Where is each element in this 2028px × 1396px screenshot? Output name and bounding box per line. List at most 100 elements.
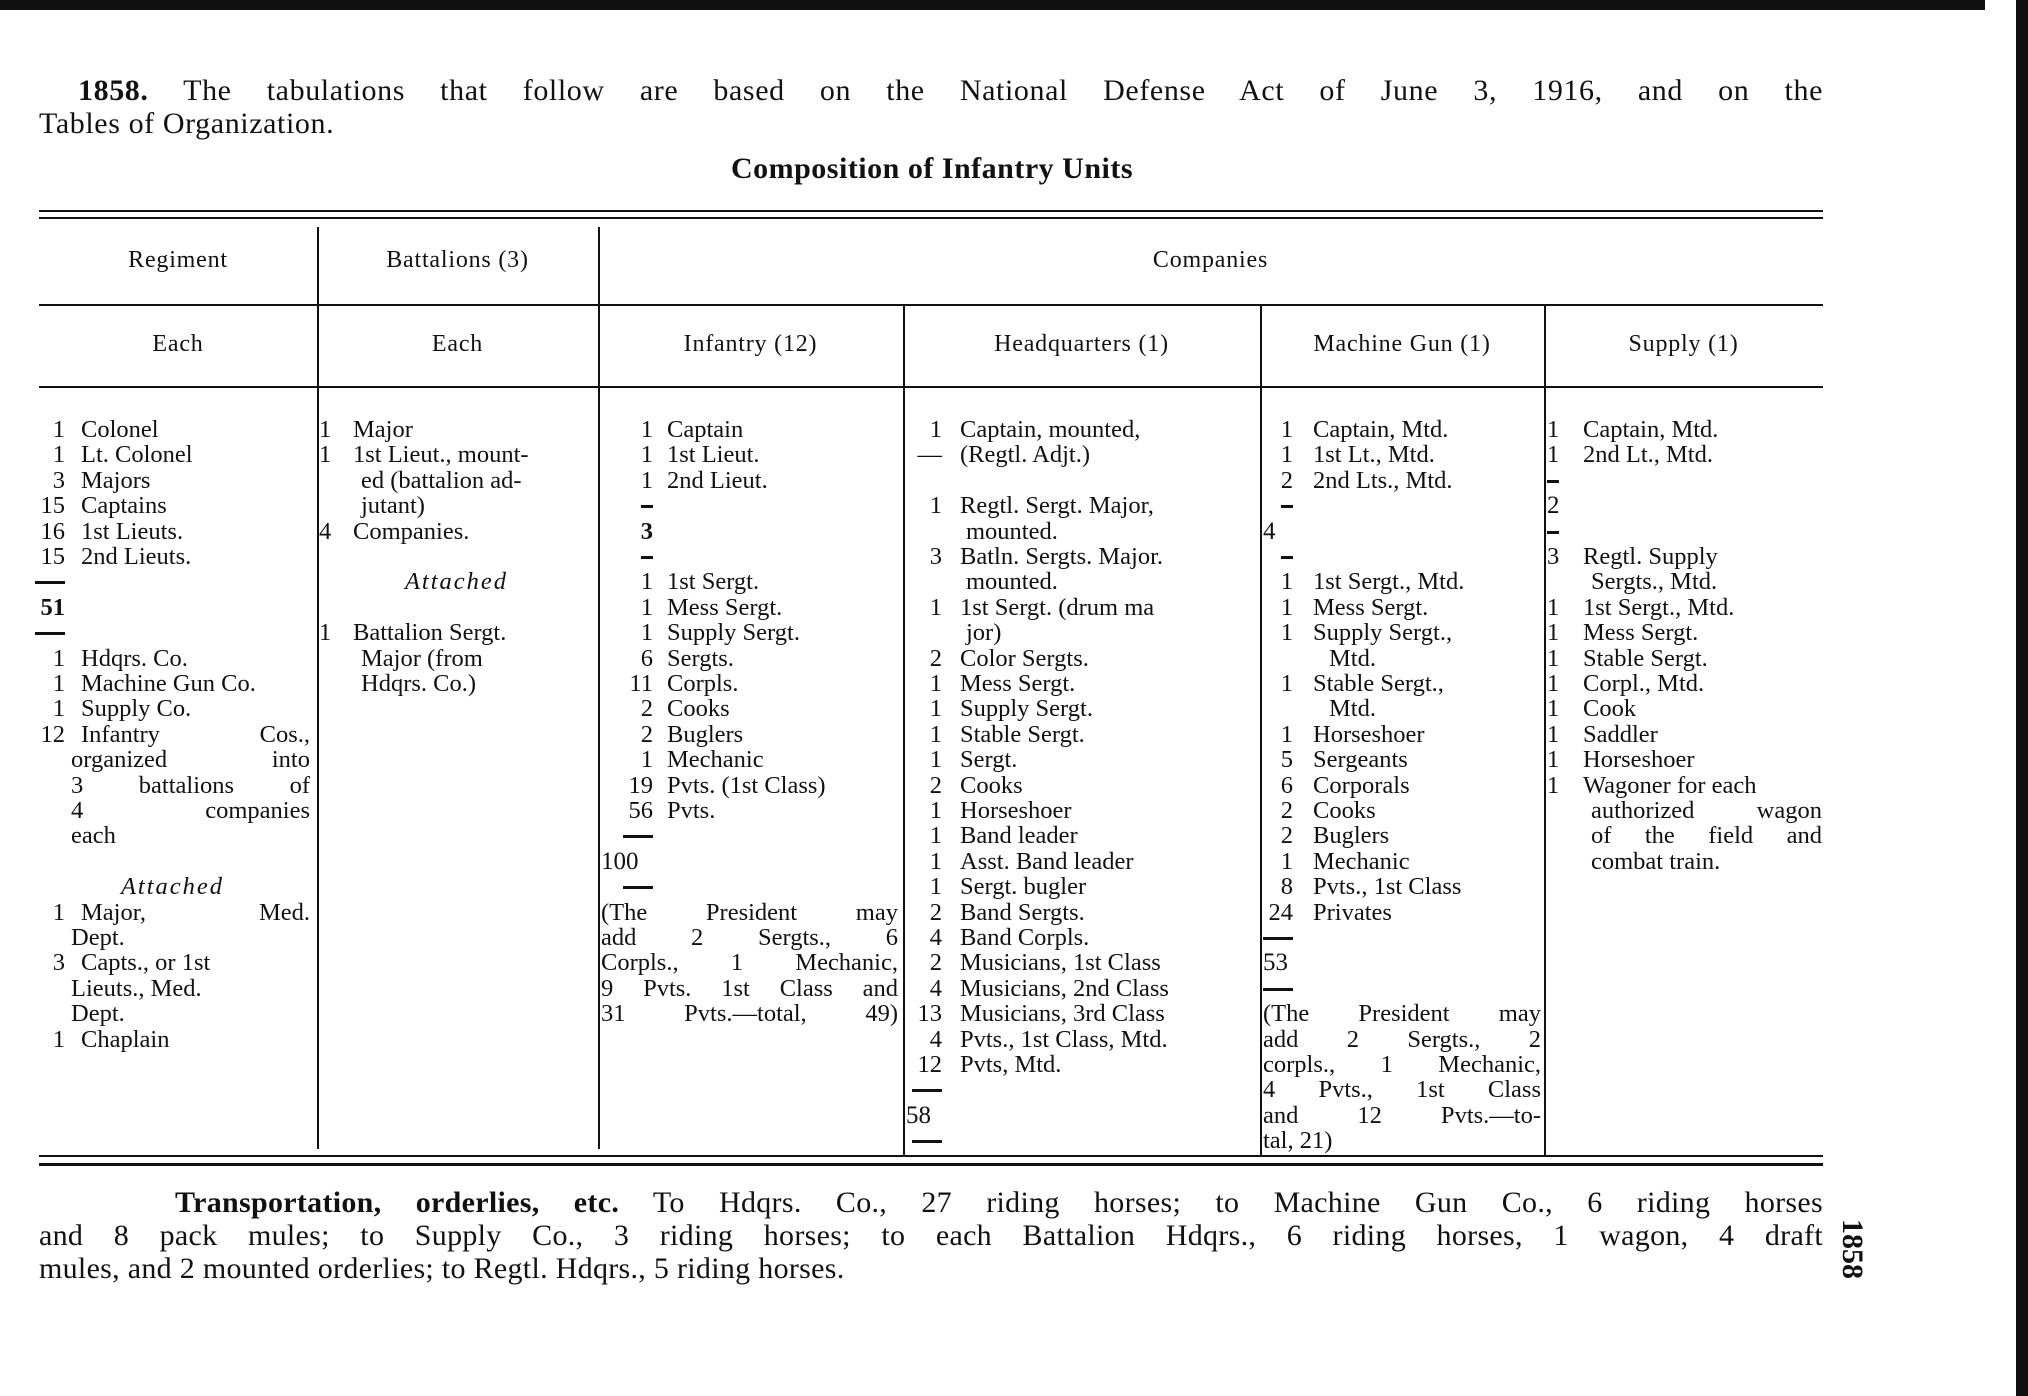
table-line: 1 Captain bbox=[601, 417, 898, 442]
rank-label: Hdqrs. Co. bbox=[81, 644, 188, 672]
table-line: tal, 21) bbox=[1263, 1128, 1541, 1153]
rank-label: Buglers bbox=[667, 720, 744, 748]
table-line bbox=[35, 569, 310, 594]
rank-label: Horseshoer bbox=[960, 797, 1072, 824]
table-line: 13 Musicians, 3rd Class bbox=[906, 1001, 1256, 1026]
quantity: 1 bbox=[52, 670, 65, 697]
quantity: 6 bbox=[1280, 771, 1293, 799]
rank-label: Cooks bbox=[960, 771, 1023, 799]
quantity: 1 bbox=[640, 416, 653, 443]
header-infantry: Infantry (12) bbox=[683, 331, 818, 357]
page-right-border bbox=[2016, 0, 2028, 1396]
rank-label: Supply Sergt., bbox=[1313, 619, 1453, 647]
rank-label: Sergts. bbox=[667, 644, 734, 672]
quantity: 1 bbox=[929, 695, 942, 723]
rank-label: 4 companies bbox=[71, 797, 310, 824]
note-line: (The President may bbox=[601, 898, 898, 926]
header-regiment-each: Each bbox=[152, 331, 204, 357]
rank-label: Band leader bbox=[960, 822, 1078, 850]
quantity: 1 bbox=[929, 670, 942, 697]
table-line: 53 bbox=[1263, 950, 1541, 975]
table-line: combat train. bbox=[1547, 849, 1822, 874]
quantity: 1 bbox=[640, 466, 653, 494]
quantity: 4 bbox=[929, 924, 942, 951]
note-line: add 2 Sergts., 6 bbox=[601, 924, 898, 951]
table-line: 56 Pvts. bbox=[601, 798, 898, 823]
table-line: 1 1st Sergt. (drum ma bbox=[906, 595, 1256, 620]
quantity: 8 bbox=[1280, 873, 1293, 901]
rank-label: Captain bbox=[667, 416, 744, 443]
rank-label: Mtd. bbox=[1329, 644, 1376, 672]
quantity: 1 bbox=[319, 441, 332, 469]
rank-label: 1st Sergt., Mtd. bbox=[1313, 568, 1465, 596]
rank-label: Pvts. bbox=[667, 797, 716, 824]
rank-label: Mess Sergt. bbox=[667, 593, 783, 621]
table-line: 31 Pvts.—total, 49) bbox=[601, 1001, 898, 1026]
table-bottom-rule-2 bbox=[39, 1163, 1823, 1166]
quantity: 1 bbox=[52, 695, 65, 723]
quantity: 1 bbox=[1547, 619, 1560, 647]
table-line: 1 Asst. Band leader bbox=[906, 849, 1256, 874]
table-line: 6 Sergts. bbox=[601, 646, 898, 671]
table-line: 2 Buglers bbox=[1263, 823, 1541, 848]
note-line: corpls., 1 Mechanic, bbox=[1263, 1051, 1541, 1078]
attached-heading: Attached bbox=[120, 873, 225, 901]
section-number: 1858. bbox=[78, 74, 149, 107]
table-line: add 2 Sergts., 6 bbox=[601, 925, 898, 950]
table-line: 3 battalions of bbox=[35, 773, 310, 798]
note-line: add 2 Sergts., 2 bbox=[1263, 1025, 1541, 1053]
rank-label: Majors bbox=[81, 466, 151, 494]
total-value: 2 bbox=[1547, 492, 1560, 520]
header-battalions: Battalions (3) bbox=[386, 247, 529, 273]
rank-label: Sergts., Mtd. bbox=[1591, 568, 1718, 596]
table-line: 1 2nd Lieut. bbox=[601, 468, 898, 493]
table-line bbox=[1263, 976, 1541, 1001]
table-line: 1 Lt. Colonel bbox=[35, 442, 310, 467]
rank-label: 2nd Lts., Mtd. bbox=[1313, 466, 1453, 494]
quantity: 2 bbox=[929, 898, 942, 926]
table-line: add 2 Sergts., 2 bbox=[1263, 1027, 1541, 1052]
table-line bbox=[1547, 468, 1822, 493]
table-line: 2 Color Sergts. bbox=[906, 646, 1256, 671]
footer-line-2: and 8 pack mules; to Supply Co., 3 ridin… bbox=[39, 1219, 1823, 1252]
quantity: 3 bbox=[929, 543, 942, 570]
quantity: 1 bbox=[929, 873, 942, 901]
table-line: 1 Corpl., Mtd. bbox=[1547, 671, 1822, 696]
note-line: Corpls., 1 Mechanic, bbox=[601, 949, 898, 977]
page-number: 1858 bbox=[1836, 1219, 1869, 1279]
rank-label: Hdqrs. Co.) bbox=[361, 670, 477, 697]
quantity: 1 bbox=[640, 441, 653, 469]
table-line bbox=[601, 544, 898, 569]
rank-label: Mess Sergt. bbox=[1583, 619, 1699, 647]
quantity: 15 bbox=[40, 492, 66, 520]
table-line bbox=[1263, 544, 1541, 569]
total-value: 4 bbox=[1263, 517, 1276, 545]
quantity: 2 bbox=[929, 644, 942, 672]
rank-label: Wagoner for each bbox=[1583, 771, 1757, 799]
quantity: 24 bbox=[1268, 898, 1294, 926]
table-line: 4 bbox=[1263, 519, 1541, 544]
rank-label: Musicians, 1st Class bbox=[960, 949, 1161, 977]
quantity: 1 bbox=[1280, 593, 1293, 621]
total-rule bbox=[912, 1140, 942, 1144]
total-rule bbox=[912, 1089, 942, 1093]
table-line: of the field and bbox=[1547, 823, 1822, 848]
table-top-rule bbox=[39, 210, 1823, 212]
rank-label: Captain, mounted, bbox=[960, 416, 1141, 443]
table-line: 1 Mess Sergt. bbox=[1263, 595, 1541, 620]
rank-label: Sergeants bbox=[1313, 746, 1408, 774]
rank-label: Stable Sergt., bbox=[1313, 670, 1444, 697]
quantity: 1 bbox=[1280, 568, 1293, 596]
table-line: 1 1st Sergt., Mtd. bbox=[1263, 569, 1541, 594]
total-rule bbox=[1281, 505, 1293, 509]
table-line: each bbox=[35, 823, 310, 848]
quantity: 4 bbox=[929, 974, 942, 1002]
page-top-border bbox=[0, 0, 1985, 10]
table-line: 1 1st Sergt., Mtd. bbox=[1547, 595, 1822, 620]
table-line: 1 Supply Sergt., bbox=[1263, 620, 1541, 645]
table-line: Hdqrs. Co.) bbox=[319, 671, 594, 696]
table-line: 3 Regtl. Supply bbox=[1547, 544, 1822, 569]
total-rule bbox=[35, 632, 65, 636]
quantity: 1 bbox=[929, 416, 942, 443]
rank-label: 1st Lt., Mtd. bbox=[1313, 441, 1435, 469]
